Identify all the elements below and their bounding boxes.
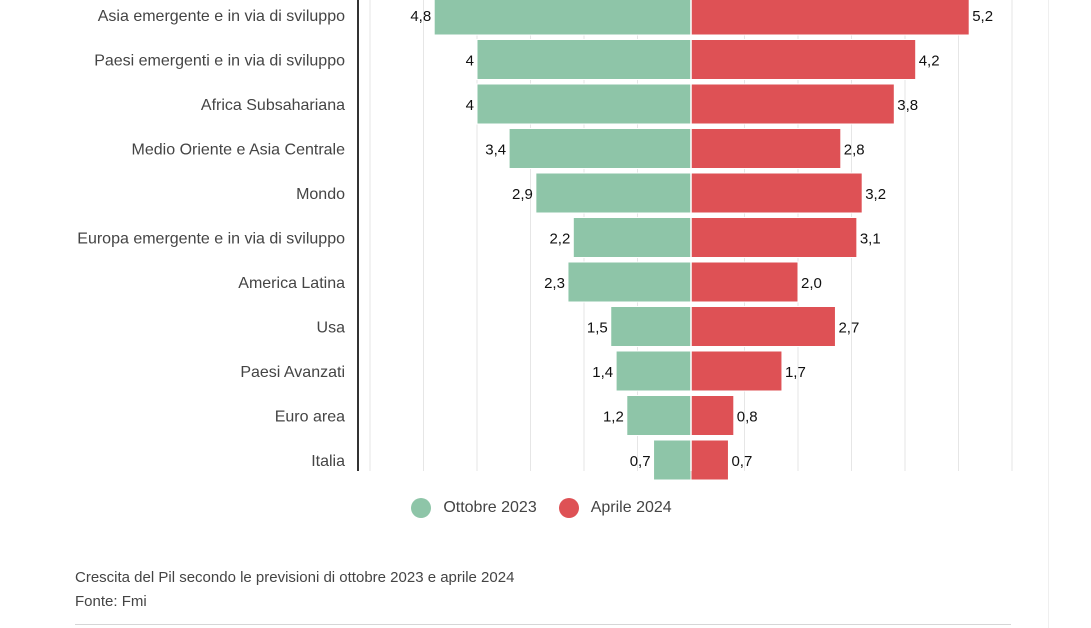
data-label-series-2: 2,0 [801, 275, 822, 292]
bar-series-2[interactable] [690, 306, 836, 347]
legend-label-series-2: Aprile 2024 [590, 499, 672, 516]
data-label-series-1: 0,7 [630, 453, 651, 470]
caption-source: Fonte: Fmi [75, 593, 147, 610]
legend-swatch-series-1 [411, 498, 432, 518]
data-label-series-1: 1,4 [592, 364, 613, 381]
bar-series-1[interactable] [653, 439, 692, 480]
data-label-series-2: 1,7 [785, 364, 806, 381]
bar-series-2[interactable] [690, 83, 895, 125]
data-label-series-1: 1,5 [587, 320, 608, 337]
legend-item-series-1[interactable]: Ottobre 2023 [411, 498, 537, 518]
data-label-series-2: 2,7 [838, 320, 859, 337]
bar-series-2[interactable] [690, 395, 735, 436]
data-label-series-2: 4,2 [919, 53, 940, 70]
bar-series-2[interactable] [690, 128, 842, 169]
legend-label-series-1: Ottobre 2023 [443, 499, 537, 516]
bar-series-2[interactable] [690, 261, 799, 303]
bar-series-1[interactable] [610, 306, 692, 347]
bar-series-2[interactable] [690, 350, 783, 392]
side-divider [1048, 0, 1049, 628]
bar-series-1[interactable] [567, 261, 692, 303]
data-label-series-1: 2,3 [544, 275, 565, 292]
category-label: Medio Oriente e Asia Centrale [132, 142, 346, 159]
data-label-series-2: 3,2 [865, 186, 886, 203]
category-label: Euro area [275, 409, 345, 426]
bar-series-1[interactable] [615, 350, 692, 392]
category-label: Paesi Avanzati [240, 364, 345, 381]
data-label-series-1: 1,2 [603, 409, 624, 426]
data-label-series-1: 2,9 [512, 186, 533, 203]
bar-series-1[interactable] [535, 172, 692, 214]
legend-item-series-2[interactable]: Aprile 2024 [558, 498, 672, 518]
labels: Asia emergente e in via di sviluppo 4,8 5,… [77, 8, 993, 470]
data-label-series-2: 3,8 [897, 97, 918, 114]
data-label-series-2: 5,2 [972, 8, 993, 25]
category-label: Italia [311, 453, 345, 470]
category-label: America Latina [238, 275, 345, 292]
bar-series-1[interactable] [476, 39, 692, 80]
bar-series-1[interactable] [433, 0, 692, 36]
category-label: Asia emergente e in via di sviluppo [98, 8, 345, 25]
category-label: Usa [317, 320, 346, 337]
bar-chart: Asia emergente e in via di sviluppo 4,8 5,… [77, 0, 1013, 480]
data-label-series-1: 4 [466, 97, 474, 114]
category-label: Africa Subsahariana [201, 97, 345, 114]
data-label-series-1: 2,2 [549, 231, 570, 248]
legend-swatch-series-2 [558, 498, 579, 518]
bar-series-1[interactable] [476, 83, 692, 125]
bar-series-2[interactable] [690, 217, 858, 258]
bar-series-2[interactable] [690, 172, 863, 214]
data-label-series-2: 2,8 [844, 142, 865, 159]
caption-title: Crescita del Pil secondo le previsioni d… [75, 569, 515, 586]
data-label-series-1: 4,8 [410, 8, 431, 25]
bars [433, 0, 970, 480]
bar-series-1[interactable] [572, 217, 692, 258]
bar-series-1[interactable] [508, 128, 692, 169]
chart-caption: Crescita del Pil secondo le previsioni d… [75, 566, 514, 614]
category-label: Mondo [296, 186, 345, 203]
bar-series-2[interactable] [690, 39, 917, 80]
data-label-series-2: 3,1 [860, 231, 881, 248]
legend: Ottobre 2023 Aprile 2024 [0, 498, 1083, 518]
data-label-series-2: 0,8 [737, 409, 758, 426]
bar-series-2[interactable] [690, 0, 970, 36]
category-label: Europa emergente e in via di sviluppo [77, 231, 345, 248]
category-label: Paesi emergenti e in via di sviluppo [94, 53, 345, 70]
bar-series-2[interactable] [690, 439, 729, 480]
data-label-series-2: 0,7 [731, 453, 752, 470]
data-label-series-1: 4 [466, 53, 474, 70]
bar-series-1[interactable] [626, 395, 692, 436]
bottom-divider [75, 624, 1011, 625]
data-label-series-1: 3,4 [485, 142, 506, 159]
